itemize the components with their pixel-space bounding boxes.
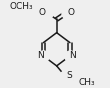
Text: CH₃: CH₃ xyxy=(78,78,95,87)
Text: OCH₃: OCH₃ xyxy=(10,2,33,11)
Text: N: N xyxy=(38,51,44,60)
Text: O: O xyxy=(39,8,46,17)
Text: N: N xyxy=(69,51,76,60)
Text: O: O xyxy=(67,8,74,17)
Text: S: S xyxy=(67,71,72,80)
